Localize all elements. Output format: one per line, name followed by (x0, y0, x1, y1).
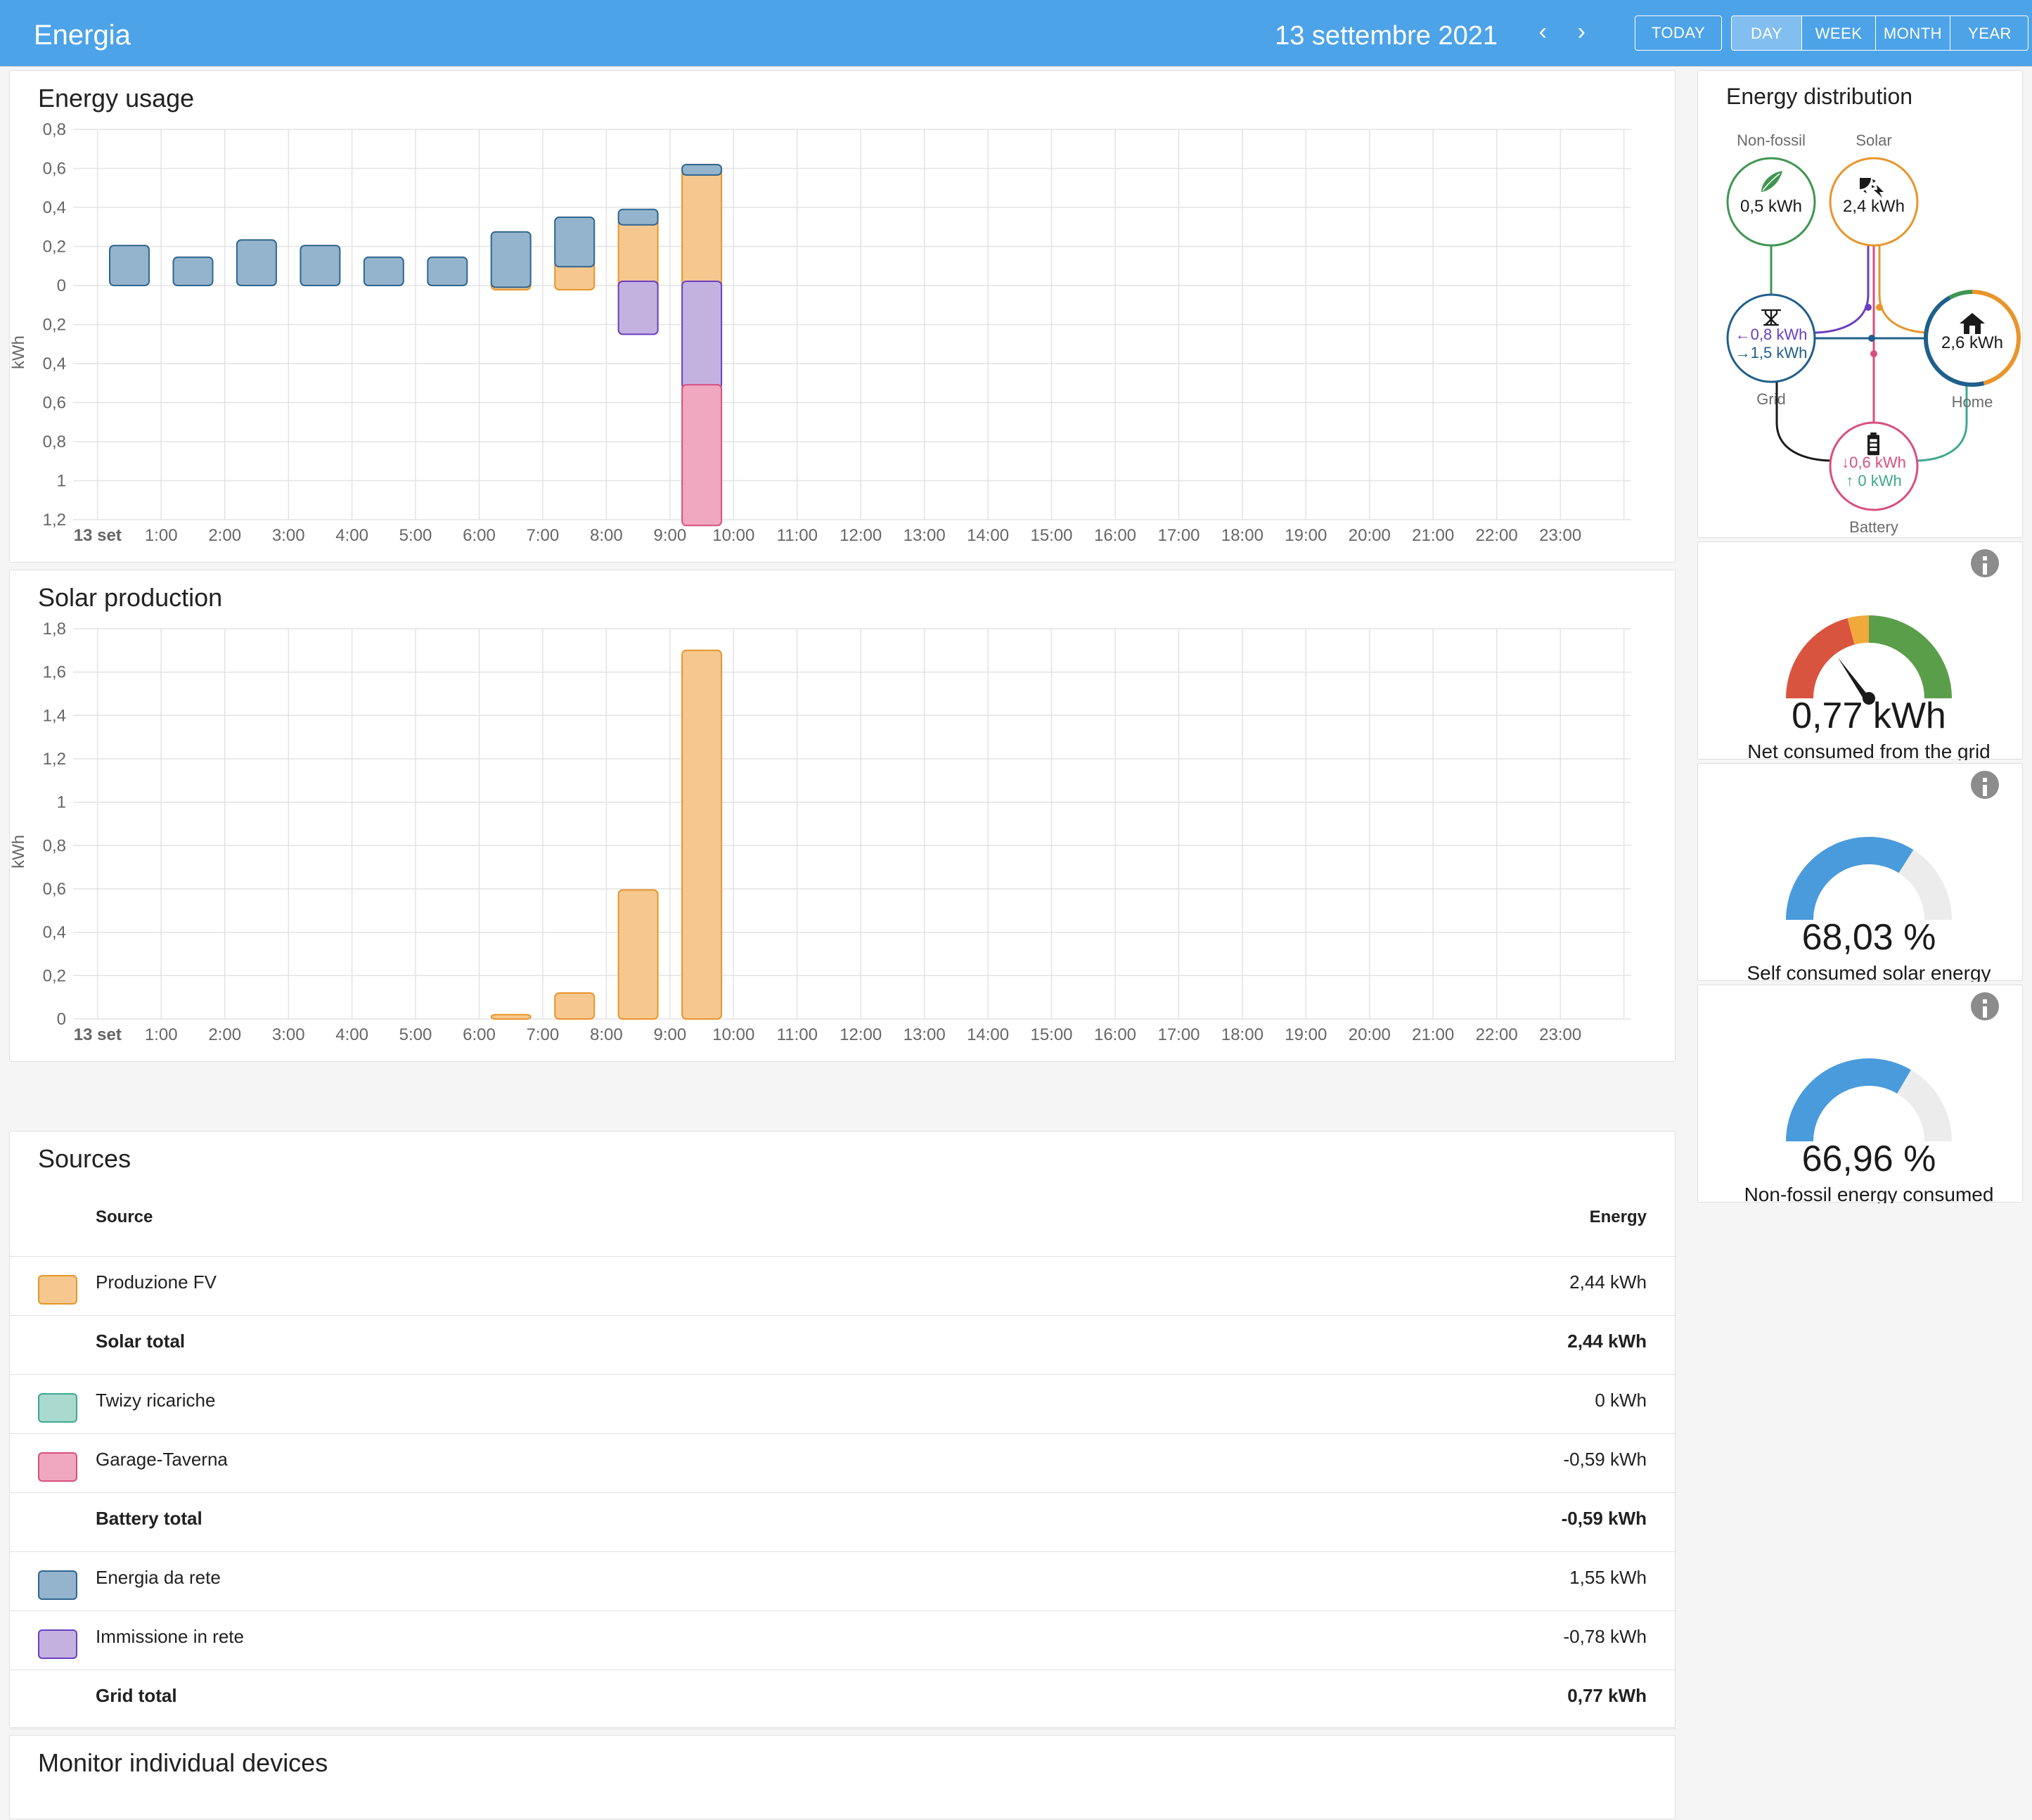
svg-text:2:00: 2:00 (208, 1025, 241, 1044)
svg-text:Non-fossil: Non-fossil (1737, 132, 1806, 149)
svg-text:11:00: 11:00 (777, 526, 818, 545)
svg-text:2:00: 2:00 (208, 526, 241, 545)
svg-text:5:00: 5:00 (399, 526, 432, 545)
svg-text:0,8: 0,8 (43, 432, 66, 451)
svg-text:0: 0 (57, 276, 66, 295)
svg-text:0,5 kWh: 0,5 kWh (1740, 197, 1802, 216)
svg-text:0,2: 0,2 (43, 966, 66, 985)
svg-text:←0,8 kWh: ←0,8 kWh (1735, 326, 1808, 343)
svg-text:17:00: 17:00 (1157, 526, 1200, 545)
svg-text:22:00: 22:00 (1476, 1025, 1518, 1044)
svg-text:4:00: 4:00 (335, 1025, 368, 1044)
svg-text:1,2: 1,2 (43, 750, 66, 769)
svg-text:15:00: 15:00 (1030, 526, 1072, 545)
svg-text:7:00: 7:00 (527, 1025, 560, 1044)
svg-text:8:00: 8:00 (590, 526, 623, 545)
svg-text:16:00: 16:00 (1094, 1025, 1136, 1044)
svg-text:10:00: 10:00 (712, 526, 754, 545)
svg-text:1,6: 1,6 (43, 663, 66, 682)
svg-text:Grid: Grid (1756, 390, 1786, 408)
svg-text:8:00: 8:00 (590, 1025, 623, 1044)
svg-text:15:00: 15:00 (1030, 1025, 1072, 1044)
svg-text:Home: Home (1952, 393, 1993, 411)
svg-text:11:00: 11:00 (777, 1025, 818, 1044)
svg-text:12:00: 12:00 (840, 526, 882, 545)
svg-text:1:00: 1:00 (145, 526, 178, 545)
svg-text:68,03 %: 68,03 % (1802, 917, 1936, 958)
svg-text:0: 0 (57, 1010, 66, 1029)
svg-text:→1,5 kWh: →1,5 kWh (1735, 344, 1808, 361)
svg-text:0,77 kWh: 0,77 kWh (1792, 696, 1946, 736)
svg-text:5:00: 5:00 (399, 1025, 432, 1044)
svg-text:7:00: 7:00 (527, 526, 560, 545)
svg-text:21:00: 21:00 (1412, 1025, 1454, 1044)
svg-text:10:00: 10:00 (712, 1025, 754, 1044)
svg-text:12:00: 12:00 (840, 1025, 882, 1044)
svg-text:3:00: 3:00 (272, 526, 305, 545)
svg-text:13:00: 13:00 (904, 1025, 946, 1044)
svg-text:20:00: 20:00 (1349, 526, 1391, 545)
svg-text:0,8: 0,8 (43, 120, 66, 139)
svg-text:9:00: 9:00 (654, 526, 687, 545)
svg-text:4:00: 4:00 (335, 526, 368, 545)
svg-text:19:00: 19:00 (1285, 526, 1327, 545)
svg-text:21:00: 21:00 (1412, 526, 1454, 545)
svg-text:1: 1 (57, 793, 66, 812)
svg-text:kWh: kWh (10, 335, 28, 369)
svg-text:↑ 0 kWh: ↑ 0 kWh (1846, 472, 1901, 489)
svg-text:18:00: 18:00 (1221, 1025, 1263, 1044)
svg-text:16:00: 16:00 (1094, 526, 1136, 545)
svg-text:Battery: Battery (1849, 518, 1898, 536)
svg-text:6:00: 6:00 (463, 1025, 496, 1044)
svg-text:23:00: 23:00 (1539, 1025, 1581, 1044)
svg-text:1,4: 1,4 (43, 706, 66, 725)
svg-text:0,6: 0,6 (43, 880, 66, 899)
svg-text:2,4 kWh: 2,4 kWh (1843, 197, 1905, 216)
svg-text:13 set: 13 set (74, 1025, 122, 1044)
svg-text:0,6: 0,6 (43, 160, 66, 179)
svg-text:17:00: 17:00 (1157, 1025, 1200, 1044)
svg-text:1,8: 1,8 (43, 620, 66, 639)
svg-text:Solar: Solar (1856, 132, 1891, 149)
svg-text:0,8: 0,8 (43, 836, 66, 855)
svg-text:0,6: 0,6 (43, 394, 66, 413)
svg-text:18:00: 18:00 (1221, 526, 1263, 545)
svg-text:0,4: 0,4 (43, 923, 66, 942)
svg-text:0,4: 0,4 (43, 198, 66, 217)
svg-text:9:00: 9:00 (654, 1025, 687, 1044)
svg-text:0,2: 0,2 (43, 238, 66, 257)
svg-text:kWh: kWh (10, 835, 28, 869)
svg-text:19:00: 19:00 (1285, 1025, 1327, 1044)
svg-text:0,4: 0,4 (43, 354, 66, 373)
svg-text:14:00: 14:00 (967, 526, 1009, 545)
svg-text:66,96 %: 66,96 % (1802, 1139, 1936, 1179)
svg-text:0,2: 0,2 (43, 316, 66, 335)
svg-text:13 set: 13 set (74, 526, 122, 545)
svg-text:Net consumed from the grid: Net consumed from the grid (1747, 741, 1991, 760)
svg-text:↓0,6 kWh: ↓0,6 kWh (1841, 454, 1906, 471)
svg-text:6:00: 6:00 (463, 526, 496, 545)
svg-text:3:00: 3:00 (272, 1025, 305, 1044)
svg-text:Non-fossil energy consumed: Non-fossil energy consumed (1744, 1184, 1994, 1203)
svg-text:23:00: 23:00 (1539, 526, 1581, 545)
svg-text:1,2: 1,2 (43, 511, 66, 530)
svg-text:22:00: 22:00 (1476, 526, 1518, 545)
svg-text:20:00: 20:00 (1349, 1025, 1391, 1044)
svg-text:13:00: 13:00 (904, 526, 946, 545)
svg-text:14:00: 14:00 (967, 1025, 1009, 1044)
svg-text:Self consumed solar energy: Self consumed solar energy (1747, 962, 1991, 982)
svg-text:1:00: 1:00 (145, 1025, 178, 1044)
svg-text:2,6 kWh: 2,6 kWh (1941, 333, 2003, 352)
svg-text:1: 1 (57, 472, 66, 491)
